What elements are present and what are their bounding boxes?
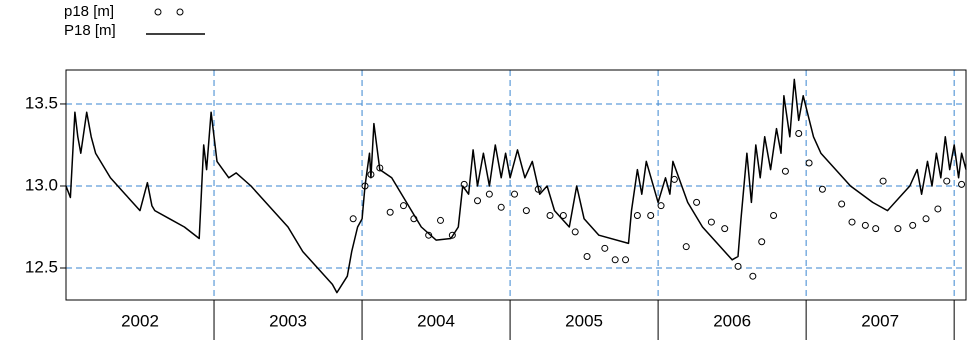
point [386,208,394,216]
point [838,200,846,208]
point [749,272,757,280]
point [758,238,766,246]
x-tick-label: 2004 [417,311,455,330]
point [781,167,789,175]
point [734,262,742,270]
point [485,190,493,198]
point [682,243,690,251]
y-tick-label: 12.5 [25,257,58,276]
legend-marker [176,8,184,16]
point [622,256,630,264]
point [437,216,445,224]
point [909,221,917,229]
point [958,180,966,188]
point [670,175,678,183]
y-tick-label: 13.0 [25,175,58,194]
point [546,212,554,220]
point [657,202,665,210]
point [721,225,729,233]
x-tick-label: 2003 [269,311,307,330]
point [934,205,942,213]
point [818,185,826,193]
point [474,197,482,205]
series-line [65,78,967,294]
point [400,202,407,210]
plot-frame [65,69,967,301]
point [522,207,530,215]
y-tick-label: 13.5 [25,93,58,112]
point [633,212,641,220]
point [497,203,505,211]
point [707,218,715,226]
x-tick-label: 2005 [565,311,603,330]
point [805,159,813,167]
point [583,253,591,261]
point [601,244,609,252]
point [511,190,519,198]
x-tick-label: 2006 [713,311,751,330]
point [647,212,655,220]
point [894,225,902,233]
legend-label: p18 [m] [64,3,114,20]
point [349,215,357,223]
point [848,218,856,226]
point [611,256,619,264]
point [943,177,951,185]
point [872,225,880,233]
point [559,212,567,220]
legend-label: P18 [m] [64,22,116,39]
point [879,177,887,185]
point [861,221,869,229]
legend-marker [154,8,162,16]
point [693,198,701,206]
x-tick-label: 2007 [861,311,899,330]
point [770,212,778,220]
x-tick-label: 2002 [121,311,159,330]
point [571,228,579,236]
point [922,215,930,223]
point [795,129,803,137]
